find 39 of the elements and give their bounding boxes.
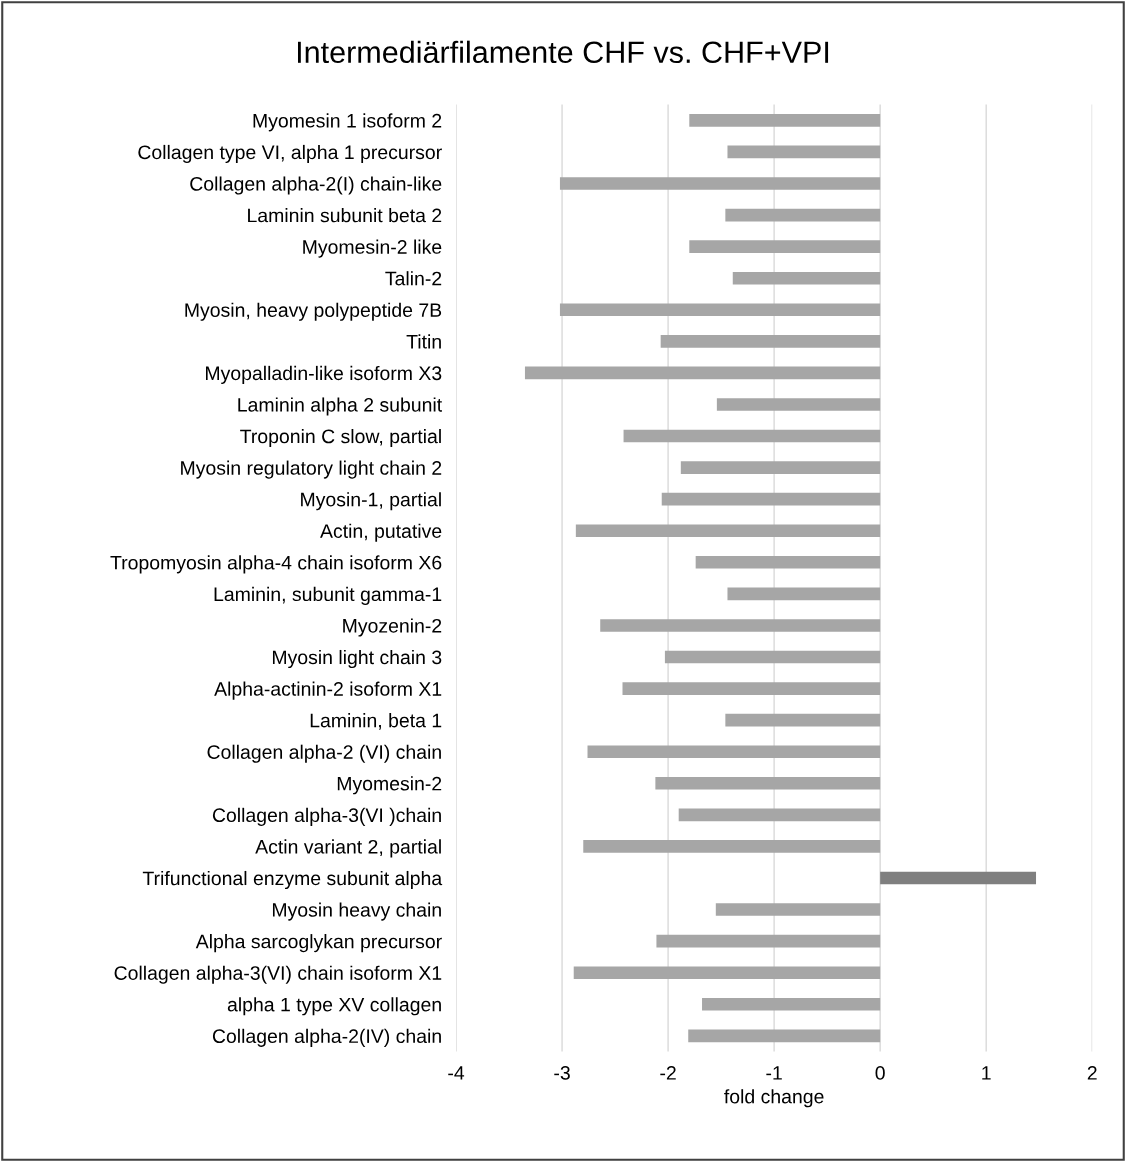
y-tick-label: Laminin, beta 1 xyxy=(310,713,442,730)
y-tick-label: Laminin alpha 2 subunit xyxy=(238,397,443,416)
y-tick-label: Myosin regulatory light chain 2 xyxy=(181,460,442,479)
y-tick-label: Talin-2 xyxy=(385,271,442,286)
x-tick-label: 1 xyxy=(982,1066,991,1080)
x-tick-label: -1 xyxy=(766,1066,782,1080)
y-tick-label: Myosin, heavy polypeptide 7B xyxy=(185,302,442,321)
y-tick-label: Myomesin-2 like xyxy=(303,239,442,258)
y-tick-label: Trifunctional enzyme subunit alpha xyxy=(142,870,443,890)
y-tick-label: Actin, putative xyxy=(320,523,442,542)
y-tick-label: Myozenin-2 xyxy=(343,618,442,637)
y-tick-label: Actin variant 2, partial xyxy=(255,839,441,858)
y-tick-label: Myomesin 1 isoform 2 xyxy=(253,113,442,132)
y-tick-label: Laminin subunit beta 2 xyxy=(248,208,442,223)
x-axis-title: fold change xyxy=(724,1089,824,1108)
y-tick-label: Tropomyosin alpha-4 chain isoform X6 xyxy=(110,555,442,574)
y-tick-label: Myosin-1, partial xyxy=(301,492,441,511)
y-tick-label: Collagen alpha-3(VI )chain xyxy=(212,807,441,826)
y-tick-label: Laminin, subunit gamma-1 xyxy=(214,586,442,605)
y-tick-label: Myopalladin-like isoform X3 xyxy=(206,365,442,384)
chart-title: Intermediärfilamente CHF vs. CHF+VPI xyxy=(297,40,829,64)
y-tick-label: Troponin C slow, partial xyxy=(240,428,441,448)
x-tick-label: 0 xyxy=(875,1066,885,1080)
y-tick-label: Titin xyxy=(406,334,441,349)
y-tick-label: Myomesin-2 xyxy=(337,776,442,795)
x-tick-label: -3 xyxy=(554,1066,570,1080)
x-tick-label: -4 xyxy=(448,1066,465,1080)
x-tick-label: -2 xyxy=(660,1066,676,1080)
y-tick-label: Collagen alpha-2(I) chain-like xyxy=(190,176,442,195)
y-tick-label: Collagen alpha-2(IV) chain xyxy=(212,1028,441,1047)
y-tick-label: Collagen alpha-2 (VI) chain xyxy=(207,744,441,763)
y-tick-label: Alpha-actinin-2 isoform X1 xyxy=(214,681,442,700)
y-tick-label: Myosin light chain 3 xyxy=(272,649,442,669)
x-tick-label: 2 xyxy=(1087,1066,1097,1080)
y-tick-label: alpha 1 type XV collagen xyxy=(227,997,441,1016)
y-tick-label: Myosin heavy chain xyxy=(272,902,441,921)
y-tick-label: Alpha sarcoglykan precursor xyxy=(195,934,442,953)
y-tick-label: Collagen type VI, alpha 1 precursor xyxy=(138,144,442,164)
y-tick-label: Collagen alpha-3(VI) chain isoform X1 xyxy=(114,965,442,984)
